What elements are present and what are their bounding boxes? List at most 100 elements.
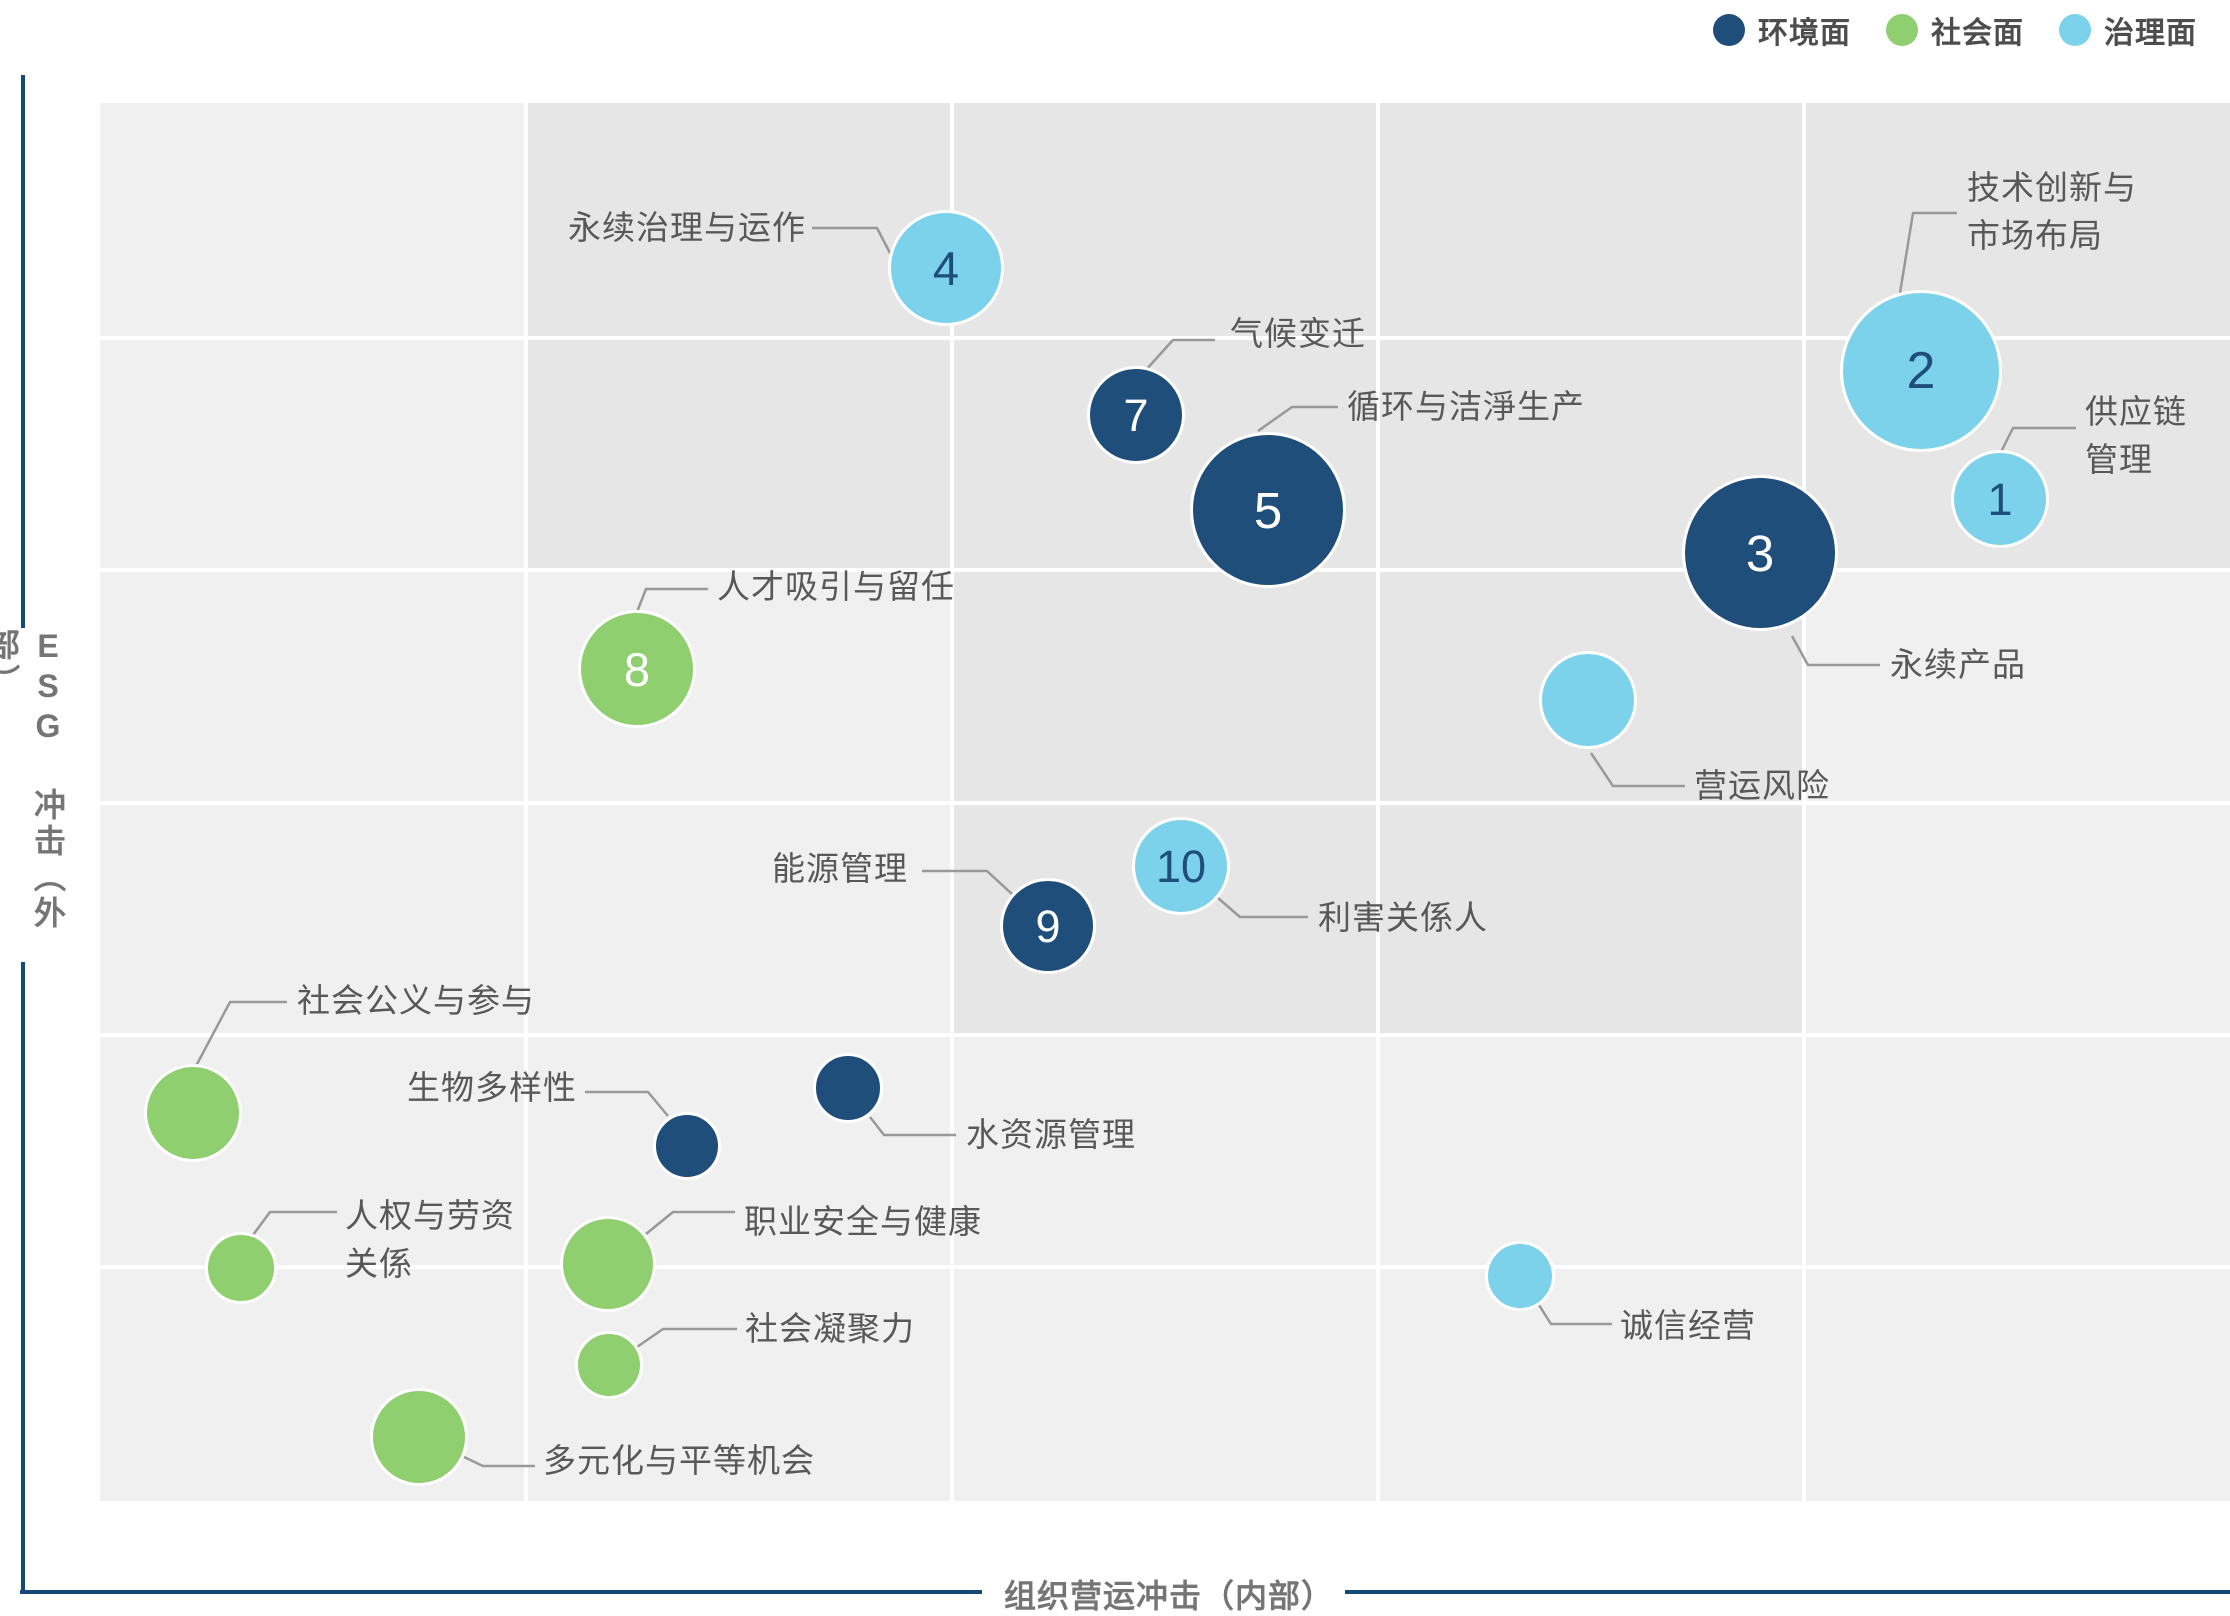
- label-line: 职业安全与健康: [744, 1203, 982, 1241]
- legend-item-social: 社会面: [1886, 8, 2024, 52]
- legend: 环境面 社会面 治理面: [1713, 8, 2197, 52]
- bubble-rank-number: 4: [932, 241, 960, 295]
- label-social-cohesion: 社会凝聚力: [745, 1305, 915, 1353]
- label-tech-innovation-market: 技术创新与 市场布局: [1967, 164, 2137, 260]
- leader-energy-management: [922, 869, 1013, 895]
- label-line: 诚信经营: [1620, 1307, 1756, 1345]
- bubble-energy-management: 9: [1000, 878, 1096, 974]
- bubble-rank-number: 8: [623, 642, 651, 696]
- label-diversity-equal-opportunity: 多元化与平等机会: [543, 1437, 815, 1485]
- label-talent-attraction-retention: 人才吸引与留任: [717, 563, 955, 611]
- leader-social-justice-participation: [194, 1000, 287, 1067]
- leader-circular-clean-production: [1257, 405, 1338, 433]
- bubble-talent-attraction-retention: 8: [578, 610, 696, 728]
- bubble-climate-change: 7: [1087, 366, 1185, 464]
- legend-dot-social: [1886, 14, 1918, 46]
- bubble-operational-risk: [1539, 651, 1637, 749]
- x-axis-line: [1345, 1590, 2230, 1594]
- bubble-biodiversity: [653, 1112, 721, 1180]
- leader-occupational-safety-health: [645, 1210, 735, 1235]
- leader-talent-attraction-retention: [635, 587, 708, 613]
- bubble-water-resource-management: [813, 1053, 883, 1123]
- label-climate-change: 气候变迁: [1230, 310, 1366, 358]
- x-axis-label: 组织营运冲击（内部）: [1004, 1578, 1335, 1614]
- bubble-diversity-equal-opportunity: [370, 1388, 468, 1486]
- label-sustainable-governance-operations: 永续治理与运作: [568, 204, 806, 252]
- label-integrity-management: 诚信经营: [1620, 1302, 1756, 1350]
- legend-label-environment: 环境面: [1758, 17, 1851, 50]
- label-line: 循环与洁淨生产: [1347, 388, 1585, 426]
- label-line: 利害关係人: [1318, 899, 1488, 937]
- label-line: 水资源管理: [966, 1116, 1136, 1154]
- label-water-resource-management: 水资源管理: [966, 1111, 1136, 1159]
- bubble-rank-number: 7: [1123, 389, 1149, 441]
- label-line: 营运风险: [1694, 767, 1830, 805]
- horizontal-gridline: [100, 1265, 2230, 1269]
- bubble-circular-clean-production: 5: [1190, 432, 1346, 588]
- label-operational-risk: 营运风险: [1694, 762, 1830, 810]
- label-circular-clean-production: 循环与洁淨生产: [1347, 383, 1585, 431]
- label-social-justice-participation: 社会公义与参与: [297, 977, 535, 1025]
- legend-item-governance: 治理面: [2059, 8, 2197, 52]
- legend-label-governance: 治理面: [2104, 17, 2197, 50]
- leader-human-rights-labor: [251, 1210, 337, 1236]
- label-line: 永续产品: [1890, 646, 2026, 684]
- bubble-tech-innovation-market: 2: [1840, 290, 2002, 452]
- bubble-occupational-safety-health: [560, 1216, 656, 1312]
- bubble-supply-chain-management: 1: [1951, 450, 2049, 548]
- bubble-rank-number: 5: [1253, 481, 1283, 539]
- label-line: 能源管理: [772, 850, 908, 888]
- bubble-integrity-management: [1485, 1241, 1555, 1311]
- bubble-rank-number: 1: [1987, 473, 2013, 525]
- bubble-stakeholders: 10: [1132, 817, 1230, 915]
- label-line: 气候变迁: [1230, 315, 1366, 353]
- leader-social-cohesion: [636, 1327, 737, 1349]
- leader-stakeholders: [1217, 897, 1308, 919]
- bubble-social-justice-participation: [144, 1064, 242, 1162]
- label-line: 生物多样性: [407, 1069, 577, 1107]
- leader-tech-innovation-market: [1898, 211, 1957, 294]
- label-line: 永续治理与运作: [568, 209, 806, 247]
- label-sustainable-products: 永续产品: [1890, 641, 2026, 689]
- leader-sustainable-governance-operations: [812, 226, 892, 254]
- x-axis-line: [20, 1590, 982, 1594]
- leader-biodiversity: [585, 1090, 669, 1117]
- label-line: 关係: [345, 1245, 413, 1282]
- bubble-sustainable-products: 3: [1682, 475, 1838, 631]
- y-axis-label: ESG 冲击（外部）: [0, 628, 66, 932]
- legend-label-social: 社会面: [1931, 17, 2024, 50]
- label-occupational-safety-health: 职业安全与健康: [744, 1198, 982, 1246]
- bubble-rank-number: 3: [1745, 524, 1775, 582]
- label-line: 社会凝聚力: [745, 1310, 915, 1348]
- bubble-rank-number: 2: [1906, 342, 1936, 400]
- label-human-rights-labor: 人权与劳资 关係: [345, 1192, 515, 1288]
- legend-item-environment: 环境面: [1713, 8, 1851, 52]
- horizontal-gridline: [100, 801, 2230, 805]
- horizontal-gridline: [100, 336, 2230, 340]
- label-line: 人才吸引与留任: [717, 568, 955, 606]
- bubble-rank-number: 9: [1035, 900, 1061, 952]
- leader-integrity-management: [1537, 1304, 1612, 1326]
- y-axis-line: [21, 962, 25, 1592]
- label-biodiversity: 生物多样性: [407, 1064, 577, 1112]
- bubble-sustainable-governance-operations: 4: [888, 210, 1004, 326]
- bubble-human-rights-labor: [205, 1232, 277, 1304]
- label-line: 社会公义与参与: [297, 982, 535, 1020]
- label-line: 多元化与平等机会: [543, 1442, 815, 1480]
- leader-supply-chain-management: [1999, 426, 2076, 453]
- leader-sustainable-products: [1790, 635, 1880, 667]
- horizontal-gridline: [100, 1033, 2230, 1037]
- label-energy-management: 能源管理: [772, 845, 908, 893]
- leader-diversity-equal-opportunity: [463, 1455, 535, 1468]
- label-line: 市场布局: [1967, 217, 2103, 254]
- leader-water-resource-management: [869, 1116, 956, 1137]
- bubble-rank-number: 10: [1155, 840, 1207, 892]
- label-line: 管理: [2085, 441, 2153, 478]
- bubble-social-cohesion: [575, 1331, 643, 1399]
- label-line: 人权与劳资: [345, 1197, 515, 1235]
- leader-climate-change: [1144, 338, 1215, 372]
- label-stakeholders: 利害关係人: [1318, 894, 1488, 942]
- legend-dot-governance: [2059, 14, 2091, 46]
- y-axis-line: [21, 75, 25, 628]
